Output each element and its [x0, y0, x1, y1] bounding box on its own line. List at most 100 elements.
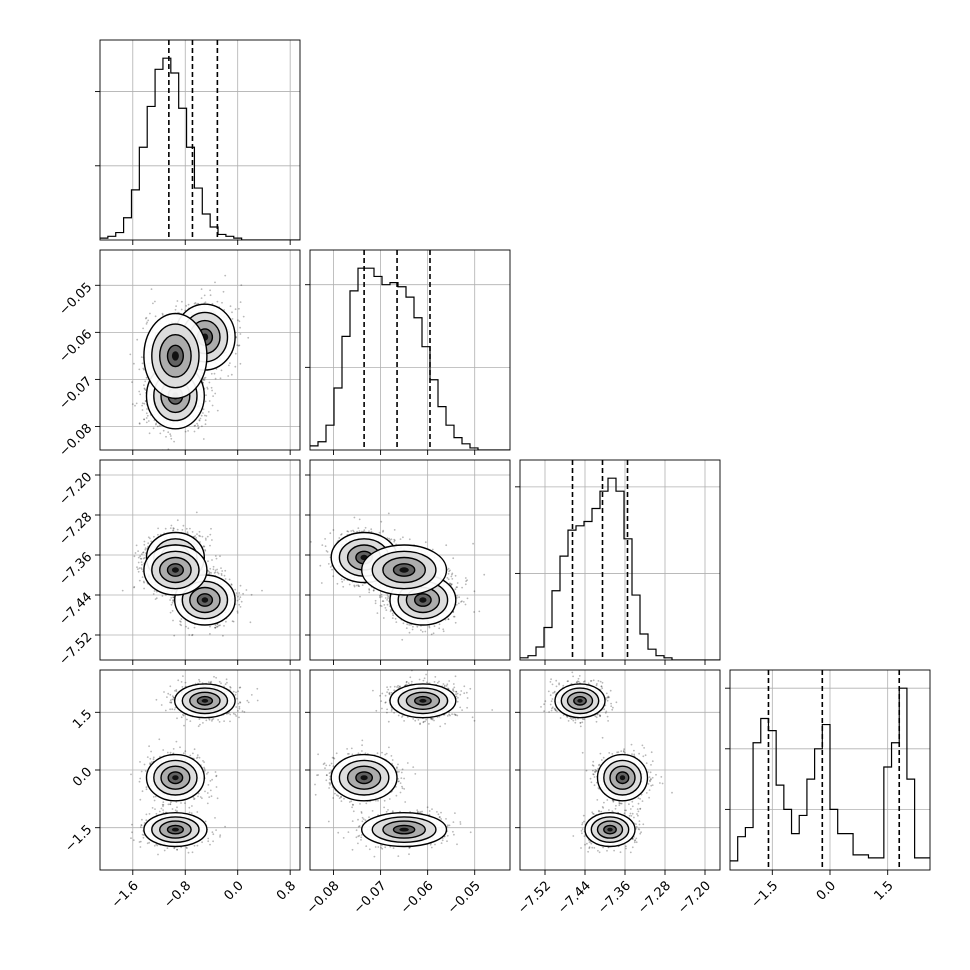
sample-point: [212, 568, 215, 571]
sample-point: [206, 388, 209, 390]
sample-point: [144, 317, 147, 320]
sample-point: [131, 403, 134, 405]
sample-point: [142, 580, 145, 583]
sample-point: [209, 625, 211, 628]
sample-point: [202, 412, 204, 414]
scatter-area: [310, 460, 510, 660]
sample-point: [210, 572, 213, 574]
sample-point: [172, 600, 175, 603]
sample-point: [187, 627, 190, 630]
sample-point: [194, 302, 197, 304]
scatter-panel-2-0: [95, 459, 301, 665]
sample-point: [238, 320, 241, 323]
sample-point: [174, 308, 177, 311]
sample-point: [137, 561, 140, 564]
panel-frame: [99, 459, 301, 661]
sample-point: [133, 586, 136, 588]
sample-point: [146, 414, 149, 417]
sample-point: [466, 597, 469, 600]
density-peak: [171, 351, 179, 361]
sample-point: [214, 571, 217, 573]
sample-point: [224, 569, 227, 572]
sample-point: [456, 597, 458, 599]
sample-point: [201, 425, 203, 428]
sample-point: [170, 603, 173, 606]
sample-point: [152, 427, 155, 430]
sample-point: [214, 377, 217, 380]
sample-point: [149, 537, 151, 540]
sample-point: [141, 402, 144, 405]
sample-point: [172, 619, 174, 622]
sample-point: [138, 423, 141, 425]
sample-point: [211, 539, 213, 541]
sample-point: [247, 336, 250, 339]
sample-point: [214, 626, 217, 629]
sample-point: [220, 567, 222, 569]
sample-point: [250, 593, 253, 596]
sample-point: [134, 552, 137, 554]
sample-point: [238, 592, 241, 594]
sample-point: [199, 535, 201, 538]
sample-point: [217, 572, 220, 575]
sample-point: [216, 300, 219, 303]
sample-point: [170, 524, 173, 527]
sample-point: [186, 531, 189, 534]
sample-point: [239, 584, 242, 587]
sample-point: [199, 417, 202, 420]
sample-point: [204, 549, 206, 551]
sample-point: [204, 549, 207, 552]
sample-point: [201, 535, 204, 538]
sample-point: [236, 344, 239, 347]
sample-point: [221, 570, 224, 572]
sample-point: [143, 368, 145, 371]
sample-point: [207, 560, 209, 563]
sample-point: [197, 424, 199, 427]
hist-panel-2: [515, 459, 721, 665]
hist-panel-3: [725, 669, 931, 875]
sample-point: [209, 567, 212, 570]
sample-point: [136, 338, 139, 341]
sample-point: [173, 634, 176, 637]
sample-point: [154, 598, 157, 600]
sample-point: [211, 302, 214, 305]
sample-point: [347, 530, 350, 533]
sample-point: [136, 566, 138, 569]
sample-point: [172, 527, 175, 529]
sample-point: [150, 540, 153, 543]
sample-point: [214, 555, 217, 557]
sample-point: [214, 569, 217, 572]
sample-point: [236, 610, 239, 613]
sample-point: [235, 592, 238, 594]
sample-point: [220, 369, 223, 372]
sample-point: [136, 568, 139, 570]
sample-point: [213, 372, 216, 375]
sample-point: [143, 418, 145, 421]
sample-point: [214, 281, 216, 284]
sample-point: [408, 631, 411, 634]
panel-frame: [309, 249, 511, 451]
sample-point: [242, 315, 245, 318]
sample-point: [223, 625, 225, 627]
sample-point: [238, 307, 240, 310]
sample-point: [197, 426, 200, 429]
sample-point: [211, 559, 213, 561]
histogram-0: [100, 57, 300, 240]
sample-point: [219, 377, 222, 380]
sample-point: [138, 368, 141, 371]
sample-point: [203, 545, 206, 548]
sample-point: [210, 527, 212, 530]
sample-point: [143, 384, 145, 386]
sample-point: [135, 544, 138, 547]
sample-point: [182, 524, 185, 527]
sample-point: [179, 620, 181, 622]
sample-point: [238, 598, 241, 600]
sample-point: [408, 624, 411, 626]
sample-point: [180, 308, 183, 311]
sample-point: [150, 288, 153, 290]
sample-point: [217, 624, 220, 627]
sample-point: [143, 418, 145, 421]
sample-point: [138, 567, 141, 570]
sample-point: [141, 404, 143, 407]
sample-point: [200, 414, 203, 417]
sample-point: [180, 624, 183, 627]
